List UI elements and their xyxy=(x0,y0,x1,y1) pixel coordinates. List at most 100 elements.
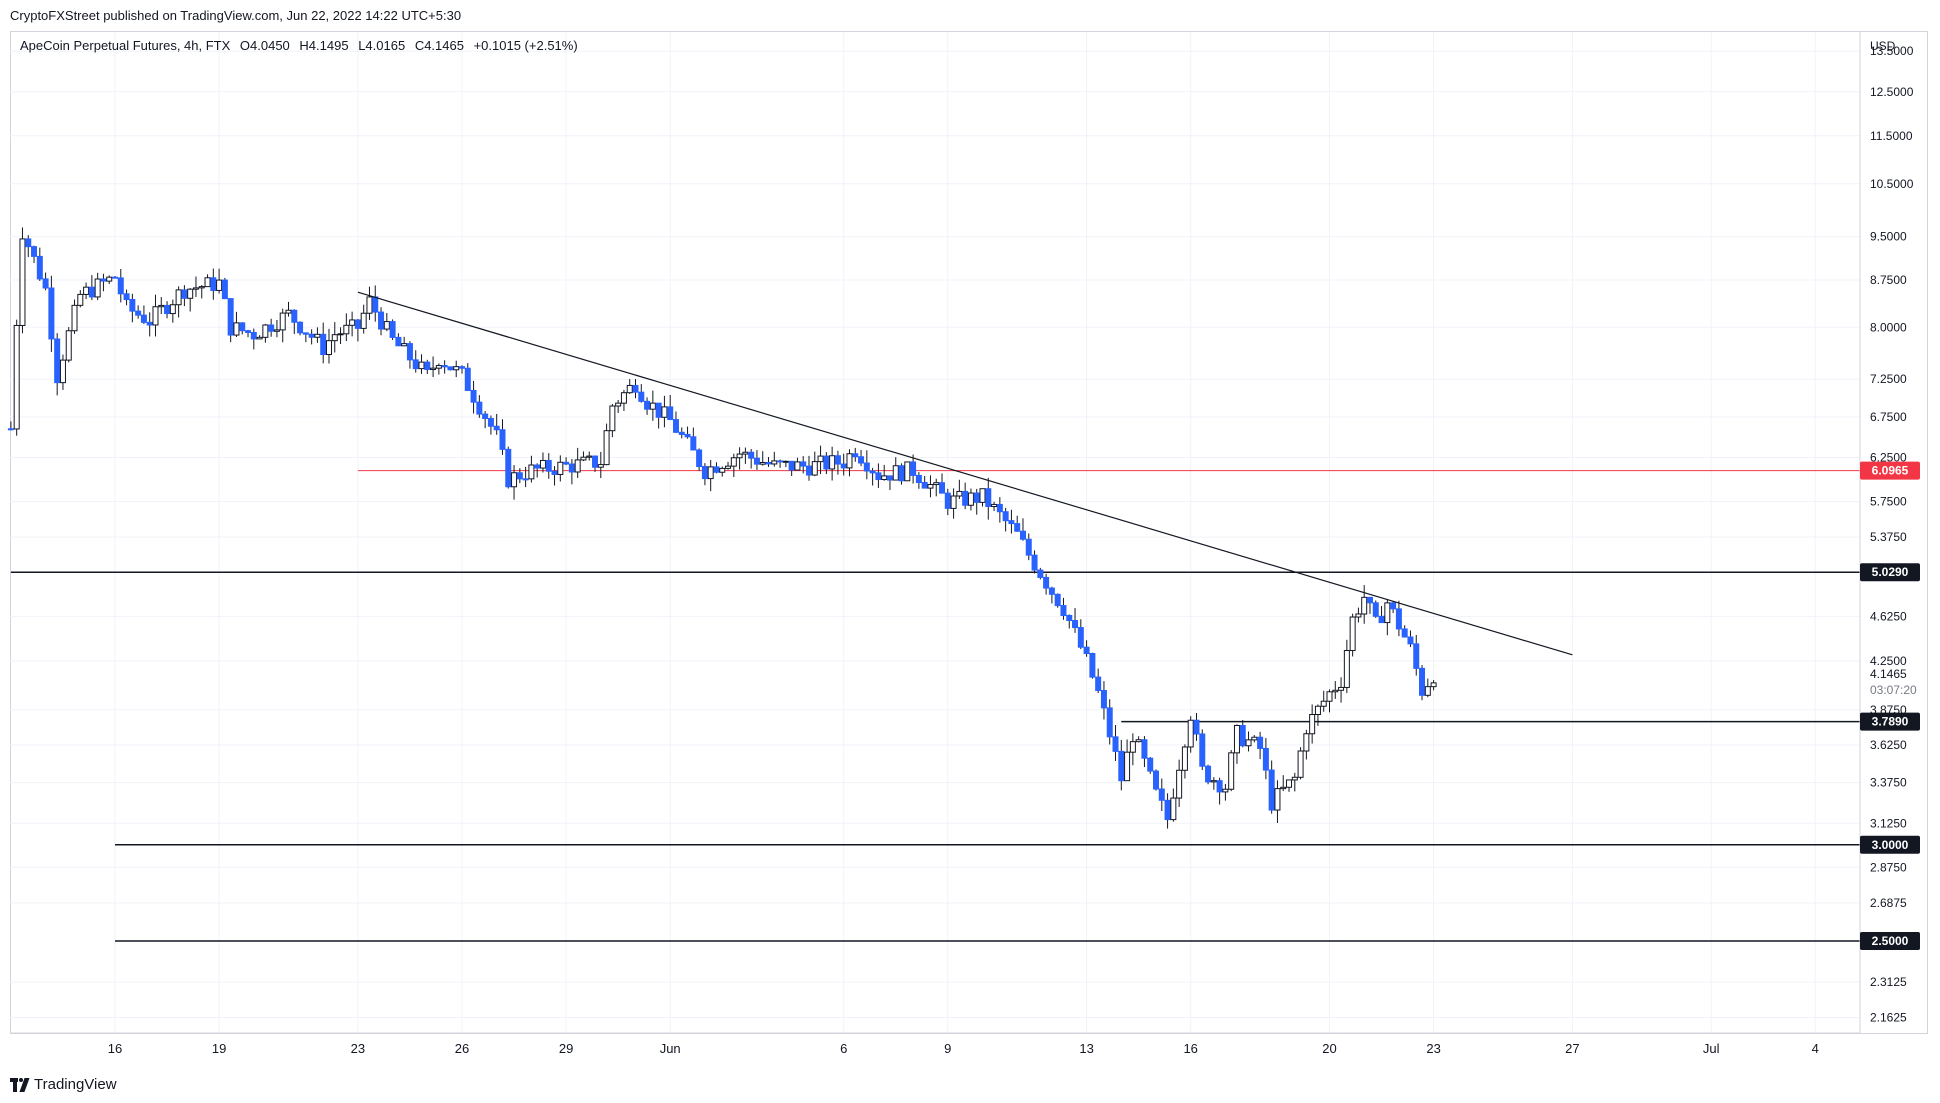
time-axis: 16 19 23 26 29 Jun 6 9 13 16 20 23 27 Jul 4 xyxy=(10,1032,1860,1056)
x-tick-label: 4 xyxy=(1812,1041,1819,1056)
candle-down xyxy=(1216,780,1223,793)
candle-down xyxy=(1014,523,1021,532)
price-tag-label: 3.0000 xyxy=(1872,838,1909,852)
candle-up xyxy=(366,296,373,314)
candle-up xyxy=(725,465,732,469)
candle-down xyxy=(1141,739,1148,759)
candle-up xyxy=(1187,719,1194,748)
candle-down xyxy=(1083,646,1090,655)
y-tick-label: 12.5000 xyxy=(1870,85,1914,99)
candle-down xyxy=(644,400,651,410)
candle-up xyxy=(620,392,627,404)
candle-down xyxy=(655,402,662,418)
candle-up xyxy=(615,402,622,407)
candle-down xyxy=(1066,614,1073,622)
candle-down xyxy=(1366,596,1373,604)
candle-up xyxy=(1124,751,1131,782)
candle-down xyxy=(389,321,396,338)
candle-down xyxy=(869,470,876,474)
price-tag-box xyxy=(1860,563,1920,582)
candle-down xyxy=(476,401,483,415)
candle-down xyxy=(112,276,118,279)
candle-up xyxy=(892,465,899,481)
symbol-name[interactable]: ApeCoin Perpetual Futures, 4h, FTX xyxy=(20,38,231,53)
candle-down xyxy=(852,453,859,458)
candle-up xyxy=(1233,724,1240,754)
candle-down xyxy=(88,286,95,298)
y-tick-label: 3.1250 xyxy=(1870,816,1907,830)
candle-down xyxy=(788,460,795,471)
x-tick-label: 29 xyxy=(559,1041,573,1056)
candle-up xyxy=(1332,689,1339,693)
candle-up xyxy=(1349,616,1356,652)
candle-up xyxy=(383,321,390,330)
candle-up xyxy=(626,384,633,394)
candle-down xyxy=(54,338,61,384)
candle-up xyxy=(1314,705,1321,716)
x-tick-label: 19 xyxy=(212,1041,226,1056)
candle-down xyxy=(123,293,130,301)
candle-up xyxy=(846,453,853,469)
candle-down xyxy=(806,465,812,476)
candle-down xyxy=(1043,576,1050,589)
candle-down xyxy=(921,481,928,489)
candle-up xyxy=(1303,733,1310,752)
y-tick-label: 3.6250 xyxy=(1870,738,1907,752)
candle-down xyxy=(129,299,136,312)
candle-down xyxy=(1077,627,1084,648)
candle-down xyxy=(36,255,43,280)
x-tick-label: 16 xyxy=(1183,1041,1197,1056)
candle-down xyxy=(1257,736,1264,749)
candle-up xyxy=(794,461,801,471)
tradingview-footer[interactable]: TradingView xyxy=(10,1076,117,1093)
x-tick-label: 13 xyxy=(1079,1041,1093,1056)
candle-up xyxy=(933,482,940,486)
candle-up xyxy=(979,488,986,503)
candle-down xyxy=(592,455,599,468)
candle-up xyxy=(557,461,564,475)
candle-up xyxy=(65,330,72,361)
last-price-label: 4.1465 xyxy=(1870,667,1907,681)
candle-down xyxy=(568,463,575,473)
candle-down xyxy=(638,391,645,402)
price-tag-label: 3.7890 xyxy=(1872,715,1909,729)
y-tick-label: 8.7500 xyxy=(1870,273,1907,287)
candle-up xyxy=(1355,613,1362,618)
candle-down xyxy=(424,361,431,371)
ohlc-close: C4.1465 xyxy=(414,38,464,53)
candle-down xyxy=(464,367,471,391)
candle-down xyxy=(1147,757,1154,772)
x-tick-label: 26 xyxy=(455,1041,469,1056)
candle-up xyxy=(198,286,205,289)
candle-down xyxy=(268,324,275,332)
ohlc-open: O4.0450 xyxy=(239,38,290,53)
countdown-label: 03:07:20 xyxy=(1870,683,1917,697)
candle-up xyxy=(991,503,998,507)
candle-down xyxy=(667,406,674,421)
price-tag-box xyxy=(1860,932,1920,951)
x-tick-label: 16 xyxy=(108,1041,122,1056)
candle-down xyxy=(140,314,147,323)
candle-down xyxy=(1395,608,1402,630)
candle-down xyxy=(250,331,257,340)
candle-up xyxy=(1176,769,1183,799)
candle-down xyxy=(302,332,309,335)
candle-down xyxy=(690,436,697,451)
candle-up xyxy=(59,359,66,384)
candle-up xyxy=(736,453,743,459)
candle-down xyxy=(227,298,234,336)
x-tick-label: 27 xyxy=(1565,1041,1579,1056)
candle-up xyxy=(435,365,442,369)
candle-down xyxy=(1054,593,1061,607)
y-tick-label: 8.0000 xyxy=(1870,320,1907,334)
candle-up xyxy=(707,466,714,480)
candle-up xyxy=(279,312,286,331)
candle-up xyxy=(730,457,737,467)
candle-down xyxy=(378,311,385,330)
ohlc-change: +0.1015 (+2.51%) xyxy=(473,38,578,53)
candle-up xyxy=(349,319,356,326)
candle-down xyxy=(412,359,419,370)
candle-up xyxy=(597,464,604,468)
